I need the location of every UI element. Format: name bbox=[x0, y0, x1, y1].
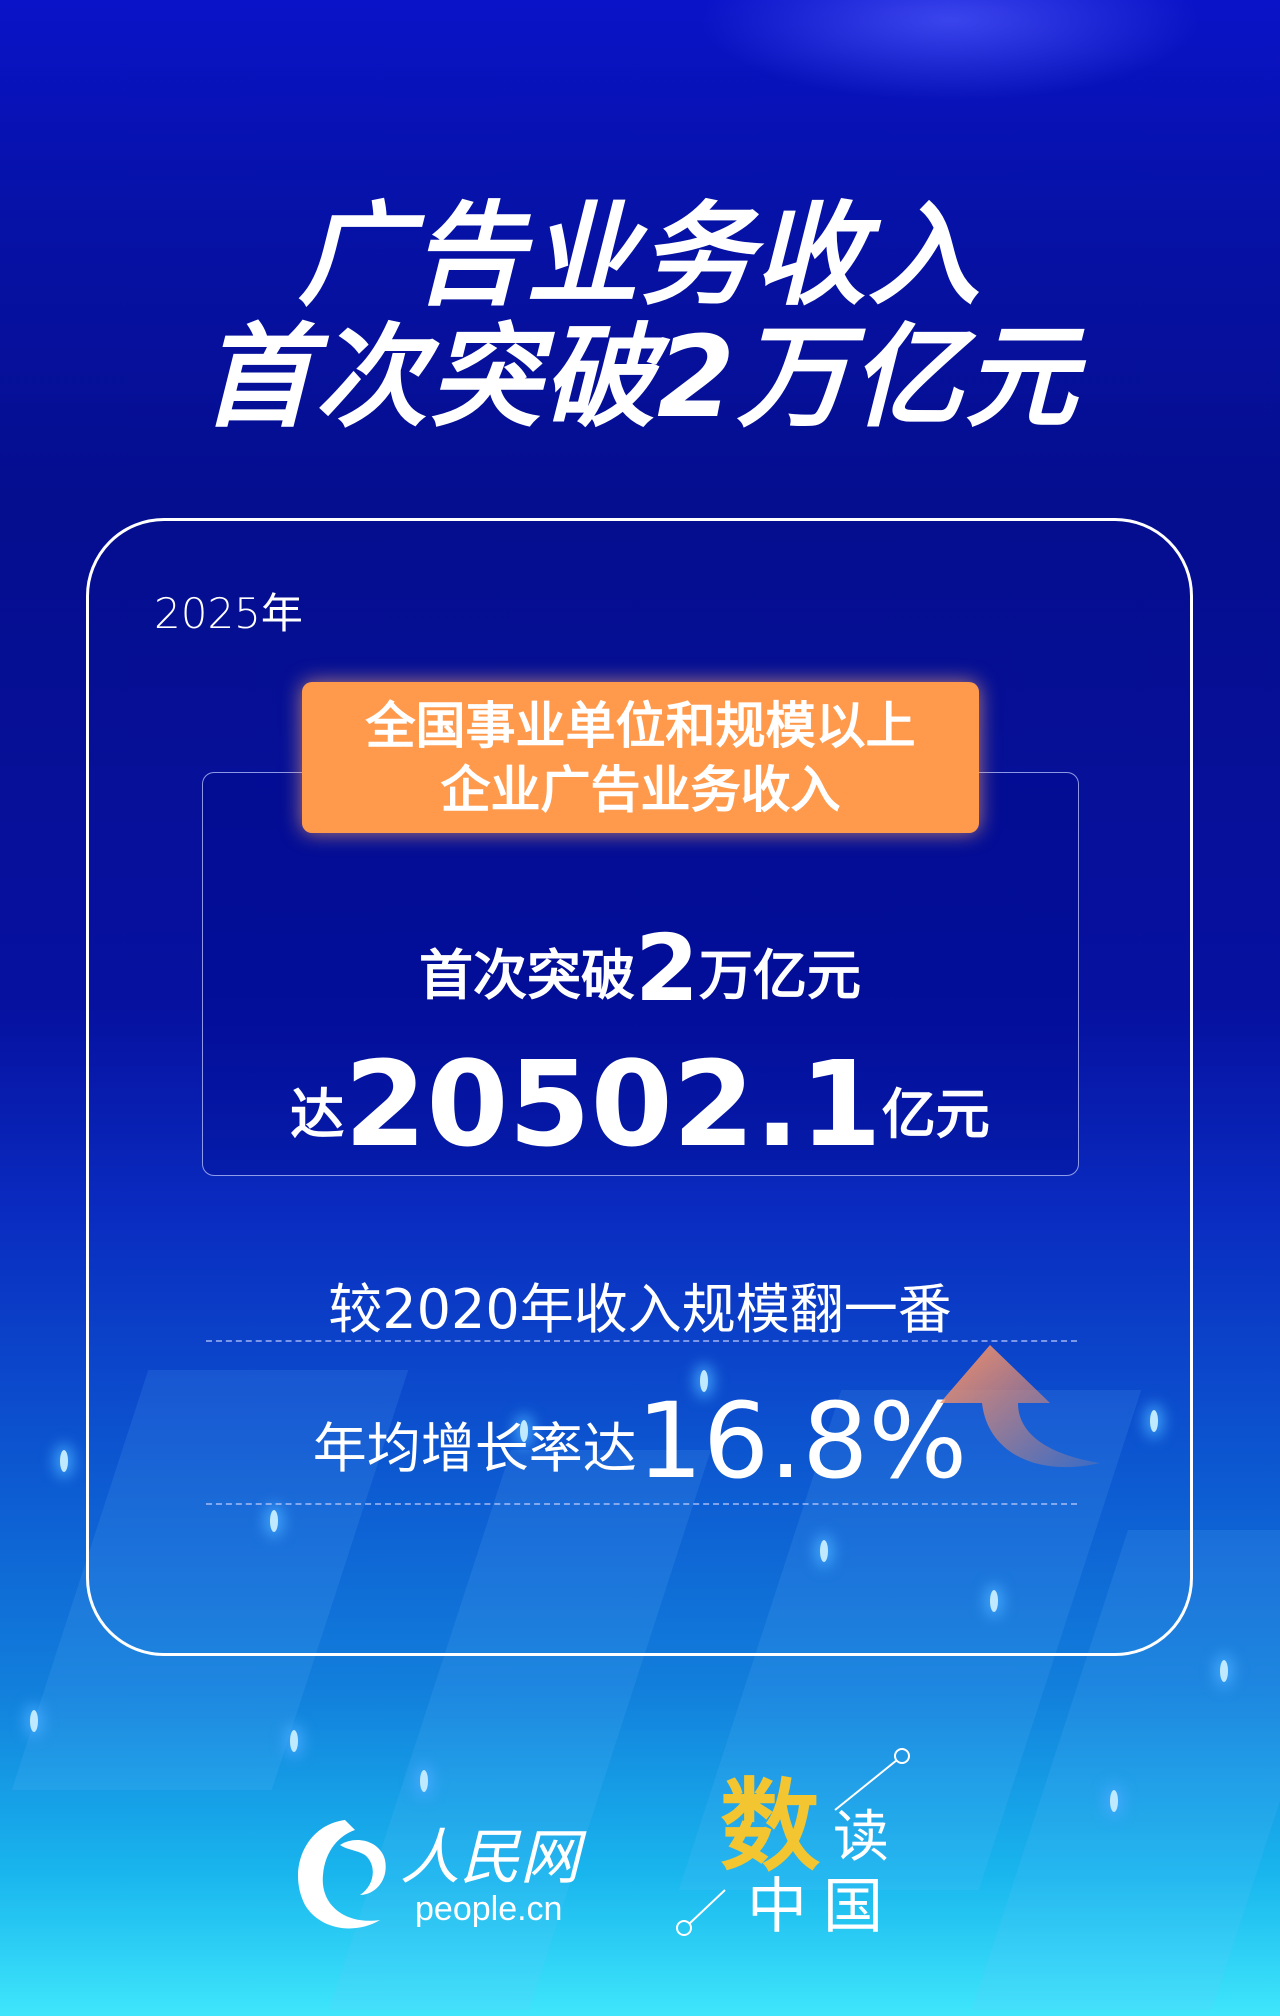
connector-lines-icon bbox=[676, 1748, 910, 1936]
growth-prefix: 年均增长率达 bbox=[312, 1417, 637, 1480]
stat2-number: 20502.1 bbox=[344, 1035, 882, 1173]
headline-line1: 广告业务收入 bbox=[298, 191, 982, 321]
year-label: 2025年 bbox=[154, 589, 303, 638]
stat2-prefix: 达 bbox=[290, 1083, 345, 1146]
tech-background bbox=[0, 1330, 1280, 2016]
category-label: 全国事业单位和规模以上 企业广告业务收入 bbox=[302, 682, 979, 833]
people-cn-url: people.cn bbox=[415, 1890, 562, 1928]
people-cn-logo-icon: 人民网 people.cn bbox=[298, 1820, 587, 1929]
logo-zhongguo: 中国 bbox=[747, 1872, 899, 1942]
divider bbox=[206, 1340, 1077, 1342]
shudu-zhongguo-logo: 数 读 中国 bbox=[665, 1740, 965, 1950]
compare-text: 较2020年收入规模翻一番 bbox=[328, 1278, 952, 1341]
divider bbox=[206, 1503, 1077, 1505]
info-card bbox=[86, 518, 1193, 1656]
category-label-line1: 全国事业单位和规模以上 bbox=[365, 697, 916, 755]
stat-box bbox=[202, 772, 1079, 1176]
stat-total: 达20502.1亿元 bbox=[0, 1035, 1280, 1173]
growth-rate: 年均增长率达16.8% bbox=[0, 1380, 1280, 1502]
logo-shu: 数 bbox=[720, 1767, 820, 1885]
stat-breakthrough: 首次突破2万亿元 bbox=[0, 915, 1280, 1022]
headline-line2: 首次突破2万亿元 bbox=[201, 313, 1079, 443]
stat1-number: 2 bbox=[634, 915, 699, 1022]
up-arrow-icon bbox=[940, 1345, 1100, 1468]
top-glow bbox=[700, 0, 1200, 100]
stat2-suffix: 亿元 bbox=[881, 1083, 990, 1146]
logo-du: 读 bbox=[833, 1805, 889, 1870]
category-label-line2: 企业广告业务收入 bbox=[440, 761, 841, 819]
people-cn-logo-text: 人民网 bbox=[400, 1823, 587, 1893]
stat1-suffix: 万亿元 bbox=[699, 944, 861, 1007]
stat1-prefix: 首次突破 bbox=[418, 944, 635, 1007]
growth-value: 16.8% bbox=[636, 1380, 968, 1502]
